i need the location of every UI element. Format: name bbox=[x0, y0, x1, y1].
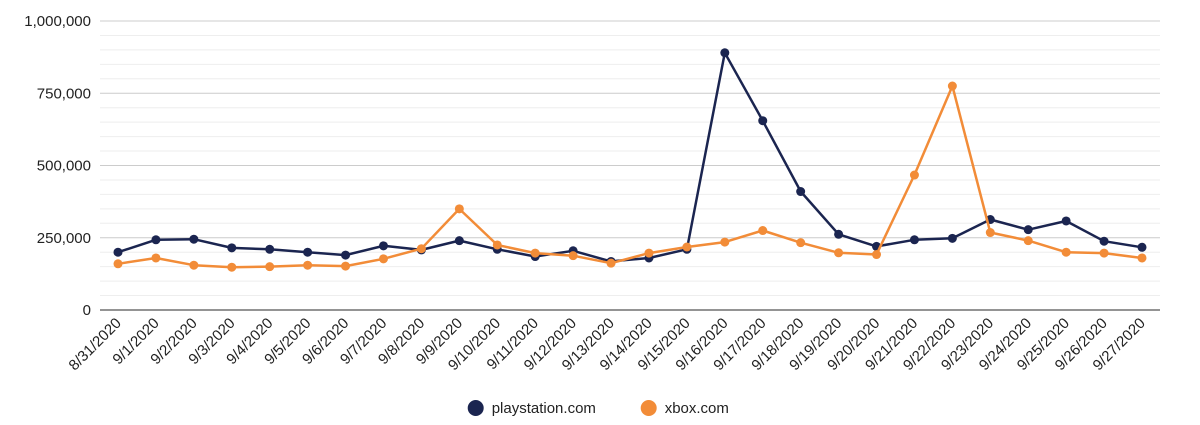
y-tick-label: 500,000 bbox=[37, 158, 91, 175]
data-point-playstation-com bbox=[454, 236, 464, 246]
y-axis-tick-labels: 0 250,000 500,000 750,000 1,000,000 bbox=[24, 13, 91, 319]
series-lines bbox=[113, 48, 1147, 272]
data-point-playstation-com bbox=[1137, 242, 1147, 252]
data-point-xbox-com bbox=[720, 237, 730, 247]
data-point-playstation-com bbox=[151, 235, 161, 245]
data-point-xbox-com bbox=[834, 248, 844, 258]
data-point-xbox-com bbox=[341, 261, 351, 271]
data-point-xbox-com bbox=[530, 248, 540, 258]
data-point-xbox-com bbox=[113, 259, 123, 269]
series-line-xbox-com bbox=[117, 84, 1143, 269]
data-point-playstation-com bbox=[1099, 236, 1109, 246]
data-point-playstation-com bbox=[834, 229, 844, 239]
series-xbox-com bbox=[113, 81, 1147, 272]
data-point-playstation-com bbox=[720, 48, 730, 58]
data-point-xbox-com bbox=[265, 262, 275, 272]
legend-marker-xbox-com bbox=[640, 400, 657, 416]
data-point-xbox-com bbox=[303, 260, 313, 270]
data-point-playstation-com bbox=[227, 243, 237, 253]
data-point-xbox-com bbox=[644, 248, 654, 258]
data-point-xbox-com bbox=[492, 240, 502, 250]
data-point-xbox-com bbox=[151, 253, 161, 263]
data-point-playstation-com bbox=[113, 247, 123, 257]
data-point-xbox-com bbox=[606, 258, 616, 268]
data-point-xbox-com bbox=[909, 170, 919, 180]
data-point-xbox-com bbox=[416, 244, 426, 254]
data-point-xbox-com bbox=[758, 226, 768, 236]
legend-item-playstation-com: playstation.com bbox=[467, 400, 596, 417]
data-point-playstation-com bbox=[189, 234, 199, 244]
data-point-xbox-com bbox=[568, 251, 578, 261]
y-tick-label: 250,000 bbox=[37, 230, 91, 247]
data-point-xbox-com bbox=[947, 81, 957, 91]
gridlines bbox=[100, 20, 1160, 311]
x-tick-label: 8/31/2020 bbox=[66, 315, 125, 374]
legend-marker-playstation-com bbox=[467, 400, 484, 416]
data-point-xbox-com bbox=[1023, 236, 1033, 246]
data-point-xbox-com bbox=[1137, 253, 1147, 263]
y-tick-label: 1,000,000 bbox=[24, 13, 91, 30]
data-point-xbox-com bbox=[454, 204, 464, 214]
data-point-xbox-com bbox=[796, 238, 806, 248]
data-point-xbox-com bbox=[682, 242, 692, 252]
data-point-playstation-com bbox=[1023, 225, 1033, 235]
data-point-xbox-com bbox=[189, 260, 199, 270]
data-point-playstation-com bbox=[265, 244, 275, 254]
data-point-playstation-com bbox=[947, 233, 957, 243]
series-line-playstation-com bbox=[117, 51, 1143, 263]
data-point-xbox-com bbox=[872, 250, 882, 260]
data-point-playstation-com bbox=[909, 235, 919, 245]
data-point-playstation-com bbox=[378, 241, 388, 251]
data-point-playstation-com bbox=[758, 116, 768, 126]
data-point-playstation-com bbox=[303, 247, 313, 257]
y-tick-label: 0 bbox=[83, 302, 91, 319]
data-point-playstation-com bbox=[796, 187, 806, 197]
data-point-xbox-com bbox=[227, 262, 237, 272]
legend-item-xbox-com: xbox.com bbox=[640, 400, 729, 417]
x-axis-tick-labels: 8/31/20209/1/20209/2/20209/3/20209/4/202… bbox=[66, 315, 1149, 374]
data-point-playstation-com bbox=[1061, 216, 1071, 226]
legend: playstation.com xbox.com bbox=[467, 400, 729, 417]
legend-label-xbox-com: xbox.com bbox=[665, 400, 729, 417]
data-point-xbox-com bbox=[1061, 247, 1071, 257]
data-point-xbox-com bbox=[378, 254, 388, 264]
legend-label-playstation-com: playstation.com bbox=[492, 400, 596, 417]
data-point-xbox-com bbox=[985, 228, 995, 238]
data-point-playstation-com bbox=[341, 250, 351, 260]
data-point-xbox-com bbox=[1099, 248, 1109, 258]
y-tick-label: 750,000 bbox=[37, 85, 91, 102]
